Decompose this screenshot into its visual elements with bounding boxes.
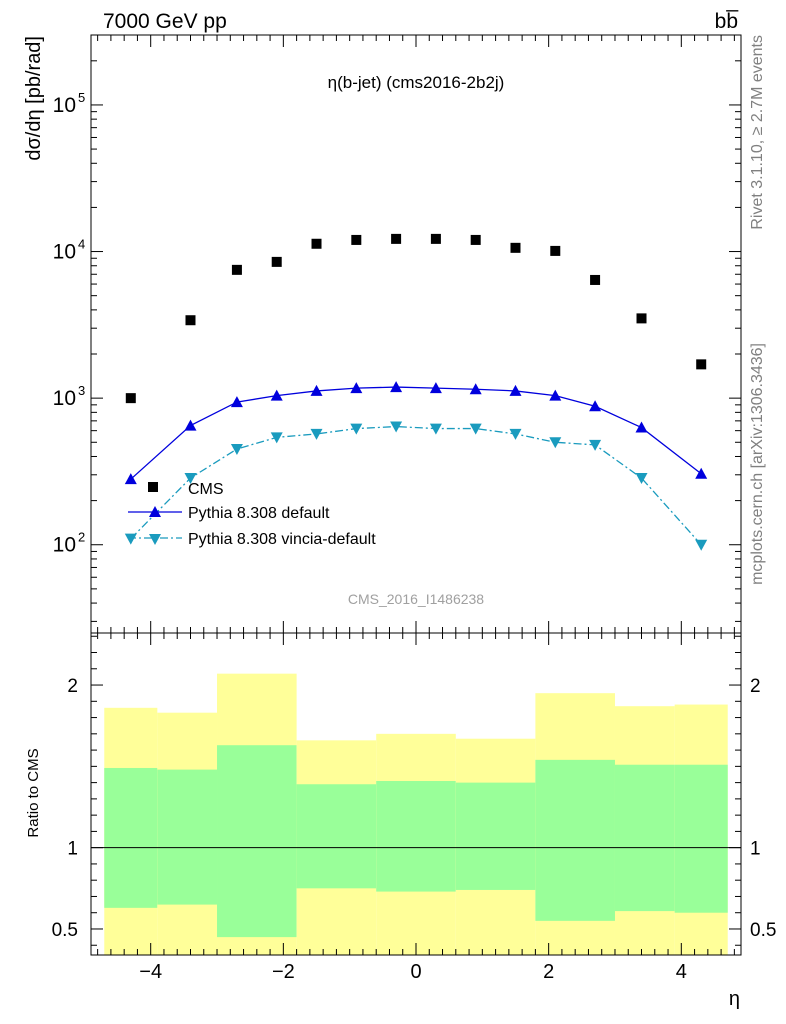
- data-point-vincia: [549, 437, 562, 449]
- data-point-vincia: [184, 473, 197, 485]
- y-tick-exponent: 5: [78, 90, 85, 105]
- ratio-band-inner: [157, 769, 218, 905]
- ratio-panel: 0.5 0.5 1 1 2 2 −4 −2 0 2 4 Ratio to CMS η: [25, 632, 776, 1010]
- ratio-y-tick-label: 2: [67, 676, 78, 697]
- legend-label-default: Pythia 8.308 default: [188, 505, 330, 522]
- mcplots-label: mcplots.cern.ch [arXiv:1306.3436]: [749, 343, 766, 585]
- data-point-cms: [185, 315, 196, 326]
- ratio-band-inner: [535, 759, 615, 921]
- data-point-cms: [430, 233, 441, 244]
- data-point-vincia: [230, 443, 243, 455]
- x-tick-label: −2: [272, 961, 295, 983]
- legend-label-cms: CMS: [188, 481, 224, 498]
- ratio-y-tick-label: 1: [67, 839, 78, 860]
- ratio-y-axis-label: Ratio to CMS: [25, 748, 42, 837]
- data-point-default: [429, 382, 442, 394]
- legend: CMS Pythia 8.308 default Pythia 8.308 vi…: [128, 481, 376, 548]
- x-axis-label: η: [729, 988, 740, 1010]
- y-tick-label: 10: [53, 387, 76, 410]
- data-point-default: [184, 419, 197, 431]
- legend-marker-vincia: [149, 534, 161, 545]
- data-point-vincia: [350, 423, 363, 435]
- ratio-y-tick-label-right: 1: [750, 839, 761, 860]
- ratio-band-inner: [217, 745, 297, 938]
- data-point-default: [469, 383, 482, 395]
- data-point-default: [635, 421, 648, 433]
- watermark: CMS_2016_I1486238: [348, 591, 484, 607]
- data-point-default: [549, 389, 562, 401]
- legend-marker-default: [149, 506, 161, 517]
- data-point-cms: [125, 393, 136, 404]
- data-point-cms: [636, 313, 647, 324]
- x-tick-label: 0: [410, 961, 421, 983]
- legend-label-vincia: Pythia 8.308 vincia-default: [188, 531, 376, 548]
- ratio-y-tick-label-right: 2: [750, 676, 761, 697]
- data-point-default: [350, 382, 363, 394]
- data-point-vincia: [635, 473, 648, 485]
- header-right: bb̅: [715, 10, 740, 33]
- data-point-vincia: [270, 432, 283, 444]
- data-point-cms: [696, 359, 707, 370]
- ratio-band-inner: [104, 767, 158, 908]
- data-point-cms: [590, 274, 601, 285]
- data-point-default: [390, 381, 403, 393]
- data-point-vincia: [390, 421, 403, 433]
- data-point-cms: [351, 234, 362, 245]
- data-point-vincia: [124, 533, 137, 545]
- data-point-default: [695, 467, 708, 479]
- data-point-default: [589, 400, 602, 412]
- data-point-cms: [510, 242, 521, 253]
- ratio-y-tick-label-right: 0.5: [750, 920, 776, 941]
- data-point-vincia: [310, 428, 323, 440]
- data-point-default: [310, 384, 323, 396]
- data-point-cms: [231, 264, 242, 275]
- ratio-band-inner: [455, 782, 536, 890]
- rivet-label: Rivet 3.1.10, ≥ 2.7M events: [749, 35, 766, 230]
- ratio-band-inner: [674, 764, 728, 913]
- data-point-vincia: [429, 423, 442, 435]
- data-point-cms: [470, 234, 481, 245]
- data-point-cms: [391, 233, 402, 244]
- data-point-cms: [311, 238, 322, 249]
- y-tick-exponent: 3: [78, 383, 85, 398]
- series-line-2: [130, 425, 702, 546]
- x-tick-label: −4: [139, 961, 162, 983]
- data-point-default: [509, 384, 522, 396]
- plot-title: η(b-jet) (cms2016-2b2j): [328, 73, 505, 92]
- ratio-y-tick-label: 0.5: [52, 920, 78, 941]
- data-point-default: [124, 473, 137, 485]
- data-point-cms: [550, 245, 561, 256]
- y-tick-label: 10: [53, 94, 76, 117]
- data-point-default: [270, 389, 283, 401]
- data-point-cms: [271, 256, 282, 267]
- ratio-band-inner: [376, 780, 456, 892]
- data-point-default: [230, 396, 243, 408]
- data-point-vincia: [469, 423, 482, 435]
- x-tick-label: 2: [543, 961, 554, 983]
- header-left: 7000 GeV pp: [103, 10, 227, 33]
- y-tick-label: 10: [53, 534, 76, 557]
- y-tick-label: 10: [53, 241, 76, 264]
- ratio-band-inner: [614, 764, 675, 912]
- ratio-band-inner: [296, 784, 377, 889]
- y-tick-exponent: 4: [78, 237, 85, 252]
- legend-marker-cms: [148, 482, 158, 492]
- series-line-1: [130, 386, 702, 480]
- y-axis-label: dσ/dη [pb/rad]: [23, 36, 45, 161]
- data-point-vincia: [509, 428, 522, 440]
- x-tick-label: 4: [676, 961, 687, 983]
- y-tick-exponent: 2: [78, 530, 85, 545]
- data-point-vincia: [589, 439, 602, 451]
- data-point-vincia: [695, 539, 708, 551]
